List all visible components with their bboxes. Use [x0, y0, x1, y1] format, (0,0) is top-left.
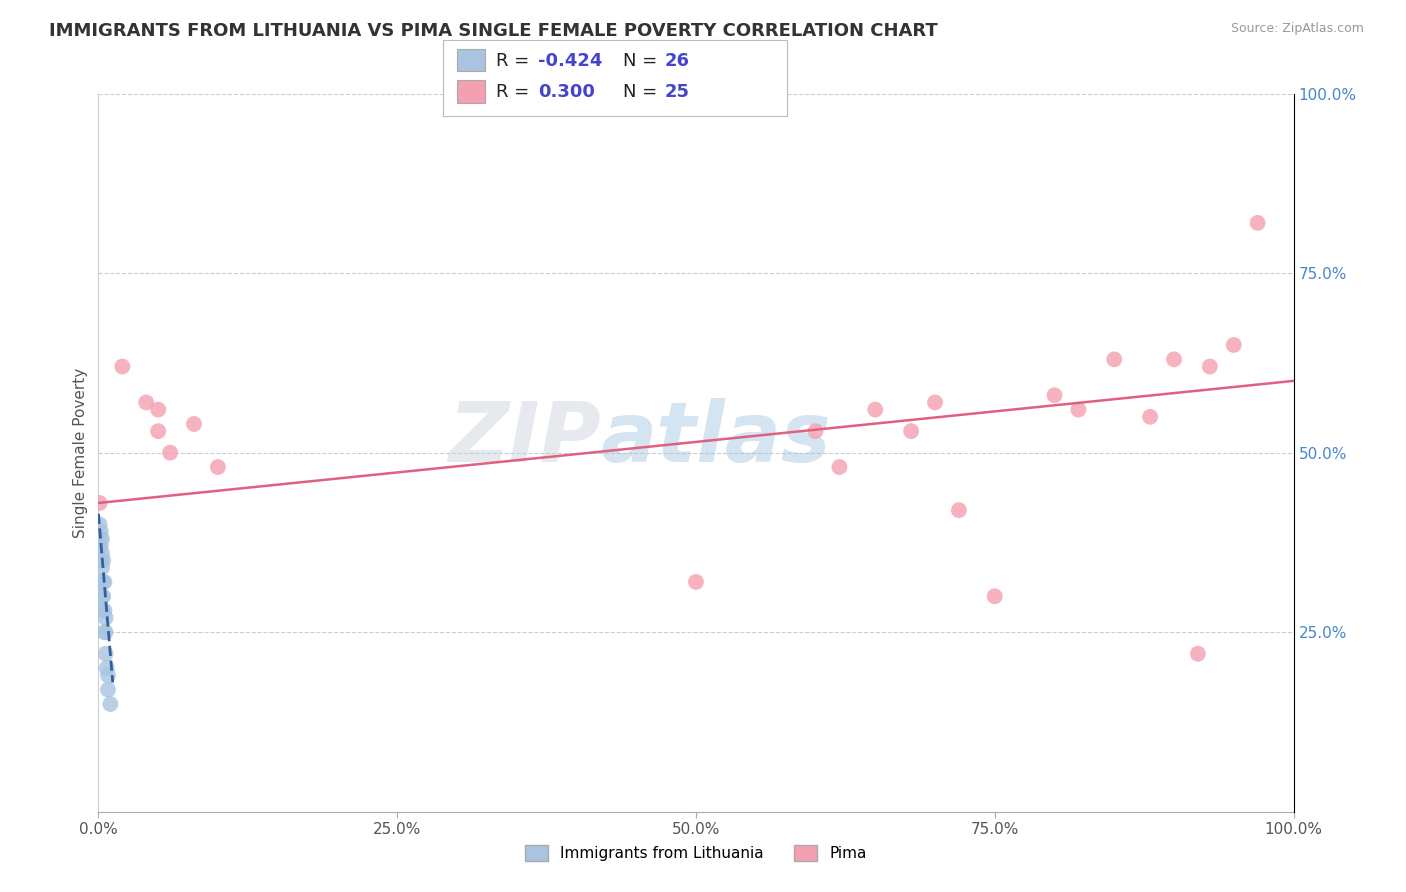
Point [948, 503, 970, 517]
Y-axis label: Single Female Poverty: Single Female Poverty [73, 368, 89, 538]
Point [1067, 402, 1090, 417]
Point [1104, 352, 1126, 367]
Point [93, 604, 115, 618]
Point [90, 574, 112, 589]
Point [93, 625, 115, 640]
Point [804, 424, 827, 438]
Point [1163, 352, 1185, 367]
Point [89, 517, 111, 532]
Point [91, 546, 114, 560]
Text: N =: N = [623, 83, 662, 101]
Point [90, 553, 112, 567]
Point [111, 359, 134, 374]
Point [148, 424, 170, 438]
Point [96, 661, 118, 675]
Point [89, 532, 111, 546]
Text: R =: R = [496, 52, 536, 70]
Point [98, 697, 122, 711]
Point [89, 496, 111, 510]
Point [865, 402, 887, 417]
Point [183, 417, 205, 431]
Point [94, 625, 117, 640]
Point [148, 402, 170, 417]
Point [91, 574, 114, 589]
Point [900, 424, 922, 438]
Point [94, 647, 117, 661]
Point [135, 395, 157, 409]
Point [94, 611, 117, 625]
Text: Source: ZipAtlas.com: Source: ZipAtlas.com [1230, 22, 1364, 36]
Point [685, 574, 707, 589]
Point [90, 524, 112, 539]
Point [924, 395, 946, 409]
Point [828, 460, 851, 475]
Point [91, 590, 114, 604]
Text: 26: 26 [665, 52, 690, 70]
Legend: Immigrants from Lithuania, Pima: Immigrants from Lithuania, Pima [517, 838, 875, 869]
Text: N =: N = [623, 52, 662, 70]
Point [984, 590, 1007, 604]
Point [89, 539, 111, 553]
Point [1187, 647, 1209, 661]
Text: R =: R = [496, 83, 536, 101]
Point [91, 560, 114, 574]
Point [97, 668, 120, 682]
Text: ZIP: ZIP [447, 398, 600, 479]
Point [91, 604, 114, 618]
Point [1199, 359, 1222, 374]
Point [207, 460, 229, 475]
Text: 0.300: 0.300 [538, 83, 595, 101]
Point [1247, 216, 1270, 230]
Point [1043, 388, 1066, 402]
Text: IMMIGRANTS FROM LITHUANIA VS PIMA SINGLE FEMALE POVERTY CORRELATION CHART: IMMIGRANTS FROM LITHUANIA VS PIMA SINGLE… [49, 22, 938, 40]
Point [90, 539, 112, 553]
Text: atlas: atlas [600, 398, 831, 479]
Point [91, 532, 114, 546]
Point [93, 574, 115, 589]
Point [1223, 338, 1246, 352]
Text: 25: 25 [665, 83, 690, 101]
Text: -0.424: -0.424 [538, 52, 603, 70]
Point [91, 574, 114, 589]
Point [91, 590, 114, 604]
Point [1139, 409, 1161, 424]
Point [159, 446, 181, 460]
Point [97, 682, 120, 697]
Point [91, 553, 114, 567]
